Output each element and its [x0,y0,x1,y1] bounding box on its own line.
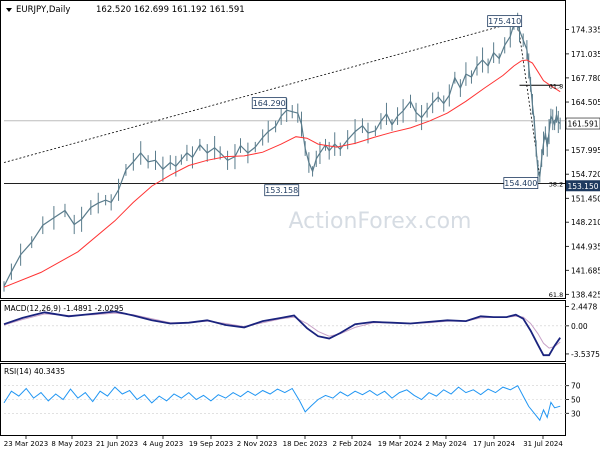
x-tick-label: 4 Aug 2023 [143,440,183,448]
x-tick-label: 2 May 2024 [425,440,467,448]
x-tick-label: 18 Dec 2023 [283,440,328,448]
price-tick-label: 154.720 [571,170,600,179]
price-callout-label: 154.400 [504,179,537,188]
moving-average-line [3,59,561,288]
macd-line [3,310,561,357]
macd-tick-label: 0.00 [571,322,588,331]
x-tick-label: 31 Jul 2024 [523,440,563,448]
rsi-layer [3,385,566,422]
price-tick-label: 151.450 [571,194,600,203]
fib-label: 38.2 [549,181,563,189]
price-callout-box [264,184,300,197]
x-tick-label: 2 Nov 2023 [237,440,277,448]
price-callout-label: 164.290 [253,99,286,108]
ohlc-values: 162.520 162.699 161.192 161.591 [96,5,245,15]
axis-layer: 174.335171.035167.780164.505161.250157.9… [4,26,600,448]
rsi-tick-label: 70 [571,382,581,391]
last-price-tag [565,117,600,130]
rsi-line [3,385,561,422]
price-tick-label: 148.210 [571,218,600,227]
price-callout-box [251,97,287,110]
rsi-tick-label: 30 [571,409,581,418]
price-tick-label: 171.035 [571,50,600,59]
macd-label: MACD(12,26,9) -1.4891 -2.0295 [4,304,124,313]
chart-header: EURJPY,Daily 162.520 162.699 161.192 161… [6,5,245,15]
price-tick-label: 164.505 [571,98,600,107]
macd-tick-label: 2.4478 [571,302,597,311]
watermark-text: ActionForex.com [289,209,472,234]
macd-panel-frame [0,300,566,362]
level-tag-label: 153.150 [567,182,598,191]
price-tick-label: 157.995 [571,146,600,155]
x-tick-label: 17 Jun 2024 [473,440,516,448]
price-tick-label: 174.335 [571,26,600,35]
macd-tick-label: -3.5375 [571,350,600,359]
macd-layer [3,310,566,357]
symbol-label: EURJPY,Daily [16,5,70,15]
price-callout-label: 153.158 [265,186,298,195]
price-tick-label: 167.780 [571,74,600,83]
level-tag [566,180,600,192]
price-callout-label: 175.410 [488,17,521,26]
x-tick-label: 2 Feb 2024 [332,440,372,448]
x-tick-label: 8 May 2023 [51,440,92,448]
collapse-triangle-icon [6,8,12,12]
rsi-label: RSI(14) 40.3435 [4,367,65,376]
price-tick-label: 138.425 [571,290,600,299]
price-panel-frame [0,0,566,299]
x-tick-label: 21 Jun 2023 [96,440,138,448]
price-layer: 175.410 164.290 153.158 154.400 61.8 38.2 61.8 [3,12,566,299]
x-tick-label: 19 Mar 2024 [378,440,423,448]
trendline [3,21,518,163]
price-tick-label: 141.685 [571,266,600,275]
fib-label: 61.8 [549,82,563,90]
x-tick-label: 19 Sep 2023 [189,440,233,448]
fib-label: 61.8 [549,291,563,299]
rsi-tick-label: 50 [571,396,581,405]
price-tick-label: 144.935 [571,242,600,251]
price-callout-box [503,177,539,189]
last-price-label: 161.591 [567,120,598,129]
x-tick-label: 23 Mar 2023 [4,440,48,448]
price-callout-box [487,15,523,28]
